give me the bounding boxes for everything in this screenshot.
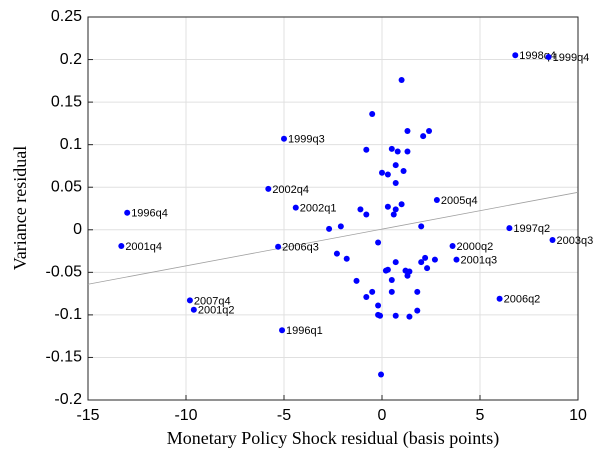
point xyxy=(379,169,385,176)
point-label: 2002q1 xyxy=(300,203,337,215)
x-axis-label: Monetary Policy Shock residual (basis po… xyxy=(167,428,499,449)
point-label: 2003q3 xyxy=(557,235,594,247)
point xyxy=(449,242,456,249)
point xyxy=(190,306,197,313)
x-tick-label: 5 xyxy=(476,407,485,424)
point-label: 2006q2 xyxy=(504,294,541,306)
point xyxy=(398,76,405,83)
x-tick-label: -5 xyxy=(277,407,291,424)
point xyxy=(326,225,333,232)
point-label: 2006q3 xyxy=(282,242,319,254)
point-label: 2001q2 xyxy=(198,305,235,317)
point xyxy=(369,288,376,295)
point xyxy=(392,259,399,266)
y-tick-label: 0.2 xyxy=(60,51,82,68)
y-tick-label: 0.05 xyxy=(51,178,82,195)
point xyxy=(545,54,552,61)
y-tick-label: -0.15 xyxy=(46,349,83,366)
point xyxy=(404,148,411,155)
point xyxy=(404,128,411,135)
point-label: 2007q4 xyxy=(194,295,231,307)
point xyxy=(118,242,125,249)
point xyxy=(265,185,272,192)
point-label: 1996q1 xyxy=(286,325,323,337)
point xyxy=(400,168,407,175)
point-label: 2001q4 xyxy=(125,241,162,253)
point xyxy=(388,276,395,283)
point-label: 1999q3 xyxy=(288,134,325,146)
point xyxy=(382,267,389,274)
point-label: 1996q4 xyxy=(131,208,168,220)
point xyxy=(512,52,519,59)
point xyxy=(433,196,440,203)
point xyxy=(426,128,433,135)
point xyxy=(357,206,364,213)
point xyxy=(418,223,425,230)
point xyxy=(377,312,384,319)
point xyxy=(124,209,131,216)
fit-line xyxy=(87,191,579,285)
point xyxy=(506,225,513,232)
point-label: 2002q4 xyxy=(272,184,309,196)
point xyxy=(394,148,401,155)
point xyxy=(375,302,382,309)
point xyxy=(390,211,397,218)
point xyxy=(186,297,193,304)
y-tick-label: 0.15 xyxy=(51,93,82,110)
point xyxy=(418,259,425,266)
point xyxy=(378,371,385,378)
point xyxy=(353,277,360,284)
point-label: 1997q2 xyxy=(513,223,550,235)
point-label: 1999q4 xyxy=(553,52,590,64)
point xyxy=(292,204,299,211)
y-tick-label: -0.05 xyxy=(46,264,83,281)
y-tick-label: -0.1 xyxy=(54,306,82,323)
point xyxy=(375,239,382,246)
x-tick-label: 0 xyxy=(378,407,387,424)
x-tick-label: -10 xyxy=(174,407,197,424)
point xyxy=(275,243,282,250)
point xyxy=(363,294,370,301)
point xyxy=(384,203,391,210)
point xyxy=(363,211,370,218)
plot-frame xyxy=(87,16,579,401)
point xyxy=(392,179,399,186)
x-tick-label: -15 xyxy=(76,407,99,424)
point xyxy=(549,236,556,243)
point xyxy=(384,171,391,178)
point xyxy=(392,312,399,319)
y-axis-label: Variance residual xyxy=(10,146,30,270)
point xyxy=(398,201,405,208)
point xyxy=(363,146,370,153)
point xyxy=(369,111,376,118)
point xyxy=(496,295,503,302)
point xyxy=(406,268,413,275)
point xyxy=(388,145,395,152)
point xyxy=(343,255,350,262)
y-tick-label: 0.1 xyxy=(60,136,82,153)
point xyxy=(406,313,413,320)
point xyxy=(281,135,287,142)
y-tick-label: 0.25 xyxy=(51,8,82,25)
point xyxy=(392,206,399,213)
point xyxy=(333,250,340,257)
point-label: 2005q4 xyxy=(441,195,478,207)
point-label: 2001q3 xyxy=(460,254,497,266)
point xyxy=(414,307,421,314)
point xyxy=(392,162,399,169)
point xyxy=(388,288,395,295)
y-tick-label: -0.2 xyxy=(54,391,82,408)
y-tick-label: 0 xyxy=(73,221,82,238)
point xyxy=(424,265,431,272)
point xyxy=(414,288,421,295)
point-label: 2000q2 xyxy=(457,241,494,253)
point xyxy=(431,256,438,263)
point xyxy=(420,133,427,140)
point xyxy=(422,254,429,261)
point xyxy=(337,223,344,230)
point xyxy=(279,327,286,334)
point xyxy=(453,256,460,263)
x-tick-label: 10 xyxy=(569,407,587,424)
